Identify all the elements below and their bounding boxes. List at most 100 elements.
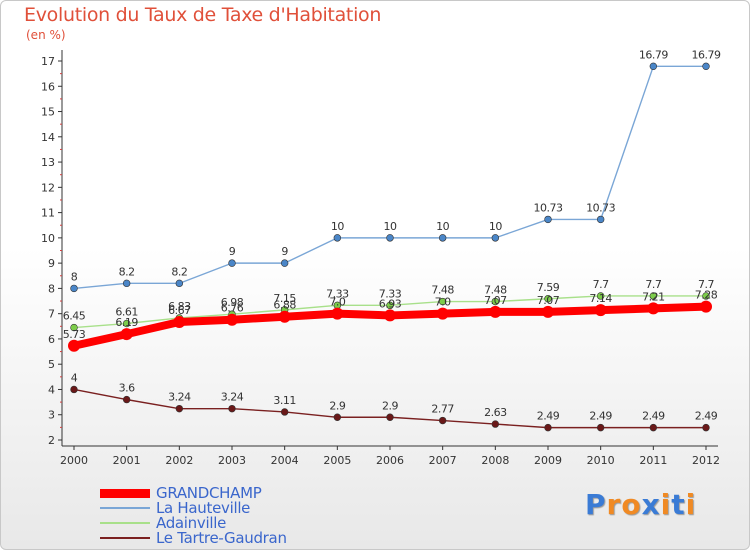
- legend-label: GRANDCHAMP: [156, 484, 262, 502]
- data-label-grandchamp: 7.07: [537, 294, 560, 307]
- logo-letter: x: [641, 488, 661, 521]
- proxiti-logo: Proxiti: [585, 488, 696, 521]
- data-label-la-hauteville: 9: [281, 245, 288, 258]
- data-label-la-hauteville: 10: [384, 220, 397, 233]
- y-tick-label: 17: [41, 55, 55, 68]
- data-point-la-hauteville: [228, 259, 236, 267]
- data-label-grandchamp: 6.88: [273, 299, 296, 312]
- data-label-grandchamp: 5.73: [63, 328, 86, 341]
- y-tick-label: 2: [48, 434, 55, 447]
- y-tick-label: 14: [41, 131, 55, 144]
- x-tick-label: 2009: [534, 454, 562, 467]
- logo-letter: i: [685, 488, 697, 521]
- data-label-le-tartre-gaudran: 2.49: [642, 410, 665, 423]
- y-tick-label: 3: [48, 409, 55, 422]
- data-point-grandchamp: [226, 313, 238, 326]
- data-point-grandchamp: [542, 305, 554, 318]
- data-label-grandchamp: 6.19: [115, 316, 138, 329]
- data-label-grandchamp: 6.93: [379, 297, 402, 310]
- data-point-la-hauteville: [333, 234, 342, 242]
- data-label-la-hauteville: 10: [436, 220, 449, 233]
- y-tick-label: 9: [48, 257, 55, 270]
- y-tick-label: 10: [41, 232, 55, 245]
- data-label-la-hauteville: 8: [71, 270, 78, 283]
- data-label-la-hauteville: 10: [489, 220, 502, 233]
- data-label-le-tartre-gaudran: 3.24: [168, 391, 191, 404]
- data-label-adainville: 7.7: [593, 278, 609, 291]
- logo-letter: i: [660, 488, 672, 521]
- data-label-la-hauteville: 10.73: [534, 201, 563, 214]
- data-point-grandchamp: [331, 307, 344, 320]
- legend-label: La Hauteville: [156, 499, 251, 517]
- data-point-le-tartre-gaudran: [122, 395, 131, 404]
- data-label-grandchamp: 6.67: [168, 304, 191, 317]
- data-label-grandchamp: 6.76: [221, 302, 244, 315]
- logo-letter: r: [606, 488, 622, 521]
- data-label-la-hauteville: 8.2: [119, 265, 135, 278]
- data-label-grandchamp: 7.0: [329, 296, 345, 309]
- data-label-le-tartre-gaudran: 2.9: [382, 399, 398, 412]
- data-point-grandchamp: [384, 309, 396, 322]
- legend-swatch: [100, 537, 150, 539]
- data-label-grandchamp: 7.28: [695, 289, 718, 302]
- x-tick-label: 2010: [587, 454, 615, 467]
- x-tick-label: 2000: [60, 454, 88, 467]
- data-point-la-hauteville: [649, 62, 658, 71]
- data-point-grandchamp: [173, 316, 186, 329]
- data-point-la-hauteville: [175, 279, 184, 288]
- x-tick-label: 2005: [323, 454, 351, 467]
- data-point-adainville: [649, 292, 658, 300]
- y-tick-label: 6: [48, 333, 55, 346]
- data-label-le-tartre-gaudran: 2.49: [695, 410, 718, 423]
- data-label-grandchamp: 7.14: [589, 292, 612, 305]
- data-point-la-hauteville: [438, 234, 447, 242]
- x-tick-label: 2008: [481, 454, 509, 467]
- data-label-adainville: 7.7: [698, 278, 714, 291]
- data-label-le-tartre-gaudran: 3.11: [273, 394, 296, 407]
- data-label-adainville: 7.48: [484, 284, 507, 297]
- data-point-grandchamp: [594, 304, 607, 317]
- data-point-grandchamp: [647, 302, 660, 315]
- data-point-adainville: [122, 319, 131, 328]
- x-tick-label: 2011: [639, 454, 667, 467]
- data-point-le-tartre-gaudran: [544, 423, 552, 432]
- data-point-le-tartre-gaudran: [228, 404, 236, 413]
- data-point-la-hauteville: [491, 234, 500, 242]
- data-point-le-tartre-gaudran: [386, 413, 394, 421]
- data-point-le-tartre-gaudran: [333, 413, 342, 421]
- data-point-grandchamp: [489, 305, 502, 318]
- y-tick-label: 11: [41, 207, 55, 220]
- data-label-le-tartre-gaudran: 4: [71, 371, 78, 384]
- data-point-le-tartre-gaudran: [70, 385, 78, 394]
- logo-letter: P: [585, 488, 607, 521]
- data-label-la-hauteville: 9: [229, 245, 236, 258]
- data-label-le-tartre-gaudran: 2.63: [484, 406, 507, 419]
- y-tick-label: 12: [41, 181, 55, 194]
- x-tick-label: 2003: [218, 454, 246, 467]
- legend-swatch: [100, 522, 150, 524]
- data-point-le-tartre-gaudran: [175, 404, 184, 413]
- data-point-le-tartre-gaudran: [702, 423, 710, 432]
- logo-letter: o: [621, 488, 642, 521]
- data-label-le-tartre-gaudran: 2.49: [537, 410, 560, 423]
- data-label-grandchamp: 7.07: [484, 294, 507, 307]
- data-point-la-hauteville: [544, 215, 552, 224]
- data-label-grandchamp: 7.0: [435, 296, 451, 309]
- data-label-adainville: 7.33: [326, 287, 349, 300]
- data-label-adainville: 6.83: [168, 300, 191, 313]
- data-label-grandchamp: 7.21: [642, 290, 665, 303]
- data-label-le-tartre-gaudran: 2.77: [431, 403, 454, 416]
- y-tick-label: 7: [48, 308, 55, 321]
- x-tick-label: 2012: [692, 454, 720, 467]
- data-label-adainville: 7.7: [645, 278, 661, 291]
- data-point-le-tartre-gaudran: [438, 416, 447, 425]
- data-label-le-tartre-gaudran: 2.9: [329, 399, 345, 412]
- data-point-grandchamp: [120, 328, 133, 341]
- data-point-adainville: [438, 297, 447, 306]
- data-point-le-tartre-gaudran: [491, 420, 500, 428]
- data-label-le-tartre-gaudran: 2.49: [589, 410, 612, 423]
- data-label-la-hauteville: 10.73: [586, 201, 615, 214]
- y-tick-label: 15: [41, 106, 55, 119]
